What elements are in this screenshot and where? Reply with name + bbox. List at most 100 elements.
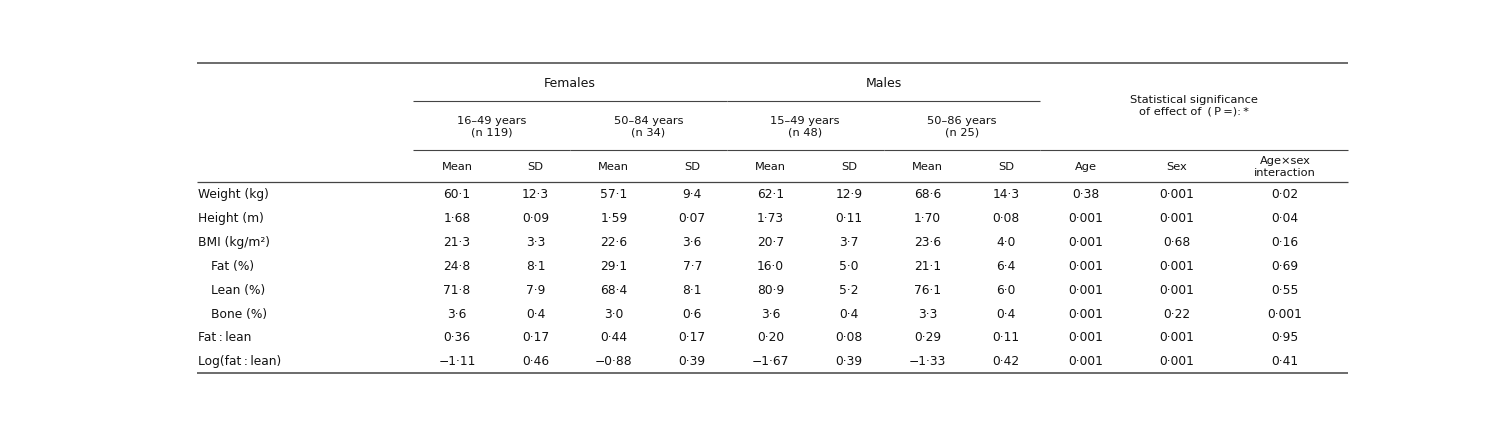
Text: 50–84 years
(n 34): 50–84 years (n 34) (614, 115, 682, 137)
Text: 0·22: 0·22 (1162, 307, 1191, 320)
Text: 3·0: 3·0 (604, 307, 624, 320)
Text: 1·68: 1·68 (444, 212, 471, 225)
Text: 8·1: 8·1 (525, 259, 544, 272)
Text: 23·6: 23·6 (914, 236, 940, 248)
Text: 0·17: 0·17 (522, 331, 549, 344)
Text: 0·39: 0·39 (836, 355, 862, 368)
Text: −1·33: −1·33 (909, 355, 946, 368)
Text: 0·36: 0·36 (444, 331, 471, 344)
Text: 0·4: 0·4 (840, 307, 860, 320)
Text: 0·41: 0·41 (1272, 355, 1299, 368)
Text: 0·44: 0·44 (600, 331, 627, 344)
Text: 0·001: 0·001 (1068, 283, 1104, 296)
Text: Age: Age (1076, 161, 1096, 171)
Text: 3·6: 3·6 (447, 307, 466, 320)
Text: 1·59: 1·59 (600, 212, 627, 225)
Text: 12·9: 12·9 (836, 188, 862, 201)
Text: 16–49 years
(n 119): 16–49 years (n 119) (458, 115, 526, 137)
Text: 0·001: 0·001 (1068, 259, 1104, 272)
Text: SD: SD (684, 161, 700, 171)
Text: 0·07: 0·07 (678, 212, 706, 225)
Text: Weight (kg): Weight (kg) (198, 188, 268, 201)
Text: 0·17: 0·17 (678, 331, 706, 344)
Text: 0·001: 0·001 (1160, 355, 1194, 368)
Text: Fat (%): Fat (%) (210, 259, 254, 272)
Text: 0·001: 0·001 (1160, 259, 1194, 272)
Text: 0·001: 0·001 (1068, 212, 1104, 225)
Text: 68·4: 68·4 (600, 283, 627, 296)
Text: 3·6: 3·6 (760, 307, 780, 320)
Text: 0·001: 0·001 (1268, 307, 1302, 320)
Text: 0·09: 0·09 (522, 212, 549, 225)
Text: Fat : lean: Fat : lean (198, 331, 252, 344)
Text: SD: SD (842, 161, 856, 171)
Text: 15–49 years
(n 48): 15–49 years (n 48) (771, 115, 840, 137)
Text: 24·8: 24·8 (444, 259, 471, 272)
Text: 71·8: 71·8 (444, 283, 471, 296)
Text: 50–86 years
(n 25): 50–86 years (n 25) (927, 115, 996, 137)
Text: 14·3: 14·3 (993, 188, 1020, 201)
Text: 0·11: 0·11 (836, 212, 862, 225)
Text: 0·001: 0·001 (1160, 212, 1194, 225)
Text: BMI (kg/m²): BMI (kg/m²) (198, 236, 270, 248)
Text: 0·08: 0·08 (836, 331, 862, 344)
Text: Age×sex
interaction: Age×sex interaction (1254, 156, 1316, 178)
Text: Females: Females (544, 76, 596, 89)
Text: 0·001: 0·001 (1068, 355, 1104, 368)
Text: 3·6: 3·6 (682, 236, 702, 248)
Text: 0·29: 0·29 (914, 331, 940, 344)
Text: 21·3: 21·3 (444, 236, 471, 248)
Text: 16·0: 16·0 (758, 259, 784, 272)
Text: SD: SD (998, 161, 1014, 171)
Text: 0·38: 0·38 (1072, 188, 1100, 201)
Text: 0·08: 0·08 (992, 212, 1020, 225)
Text: 0·16: 0·16 (1272, 236, 1299, 248)
Text: 1·70: 1·70 (914, 212, 940, 225)
Text: 3·7: 3·7 (840, 236, 860, 248)
Text: Sex: Sex (1167, 161, 1186, 171)
Text: 0·04: 0·04 (1272, 212, 1299, 225)
Text: 5·2: 5·2 (840, 283, 860, 296)
Text: 60·1: 60·1 (444, 188, 471, 201)
Text: 6·0: 6·0 (996, 283, 1016, 296)
Text: 0·39: 0·39 (678, 355, 706, 368)
Text: 0·02: 0·02 (1272, 188, 1299, 201)
Text: 20·7: 20·7 (758, 236, 784, 248)
Text: 9·4: 9·4 (682, 188, 702, 201)
Text: 0·42: 0·42 (993, 355, 1020, 368)
Text: Log(fat : lean): Log(fat : lean) (198, 355, 280, 368)
Text: 80·9: 80·9 (758, 283, 784, 296)
Text: Lean (%): Lean (%) (210, 283, 266, 296)
Text: 0·001: 0·001 (1068, 307, 1104, 320)
Text: Height (m): Height (m) (198, 212, 264, 225)
Text: 68·6: 68·6 (914, 188, 940, 201)
Text: 0·6: 0·6 (682, 307, 702, 320)
Text: 0·4: 0·4 (526, 307, 544, 320)
Text: Bone (%): Bone (%) (210, 307, 267, 320)
Text: 0·4: 0·4 (996, 307, 1016, 320)
Text: 0·55: 0·55 (1272, 283, 1299, 296)
Text: 0·001: 0·001 (1160, 283, 1194, 296)
Text: 0·001: 0·001 (1160, 188, 1194, 201)
Text: 4·0: 4·0 (996, 236, 1016, 248)
Text: 5·0: 5·0 (840, 259, 860, 272)
Text: 62·1: 62·1 (758, 188, 784, 201)
Text: 7·9: 7·9 (526, 283, 544, 296)
Text: Statistical significance
of effect of  ( P =): *: Statistical significance of effect of ( … (1130, 95, 1258, 116)
Text: 0·69: 0·69 (1272, 259, 1299, 272)
Text: 3·3: 3·3 (918, 307, 938, 320)
Text: 0·20: 0·20 (758, 331, 784, 344)
Text: 3·3: 3·3 (526, 236, 544, 248)
Text: Mean: Mean (598, 161, 630, 171)
Text: 0·11: 0·11 (993, 331, 1020, 344)
Text: 57·1: 57·1 (600, 188, 627, 201)
Text: Mean: Mean (441, 161, 472, 171)
Text: 22·6: 22·6 (600, 236, 627, 248)
Text: 12·3: 12·3 (522, 188, 549, 201)
Text: SD: SD (528, 161, 543, 171)
Text: −0·88: −0·88 (596, 355, 633, 368)
Text: 0·95: 0·95 (1272, 331, 1299, 344)
Text: 1·73: 1·73 (758, 212, 784, 225)
Text: 7·7: 7·7 (682, 259, 702, 272)
Text: 21·1: 21·1 (914, 259, 940, 272)
